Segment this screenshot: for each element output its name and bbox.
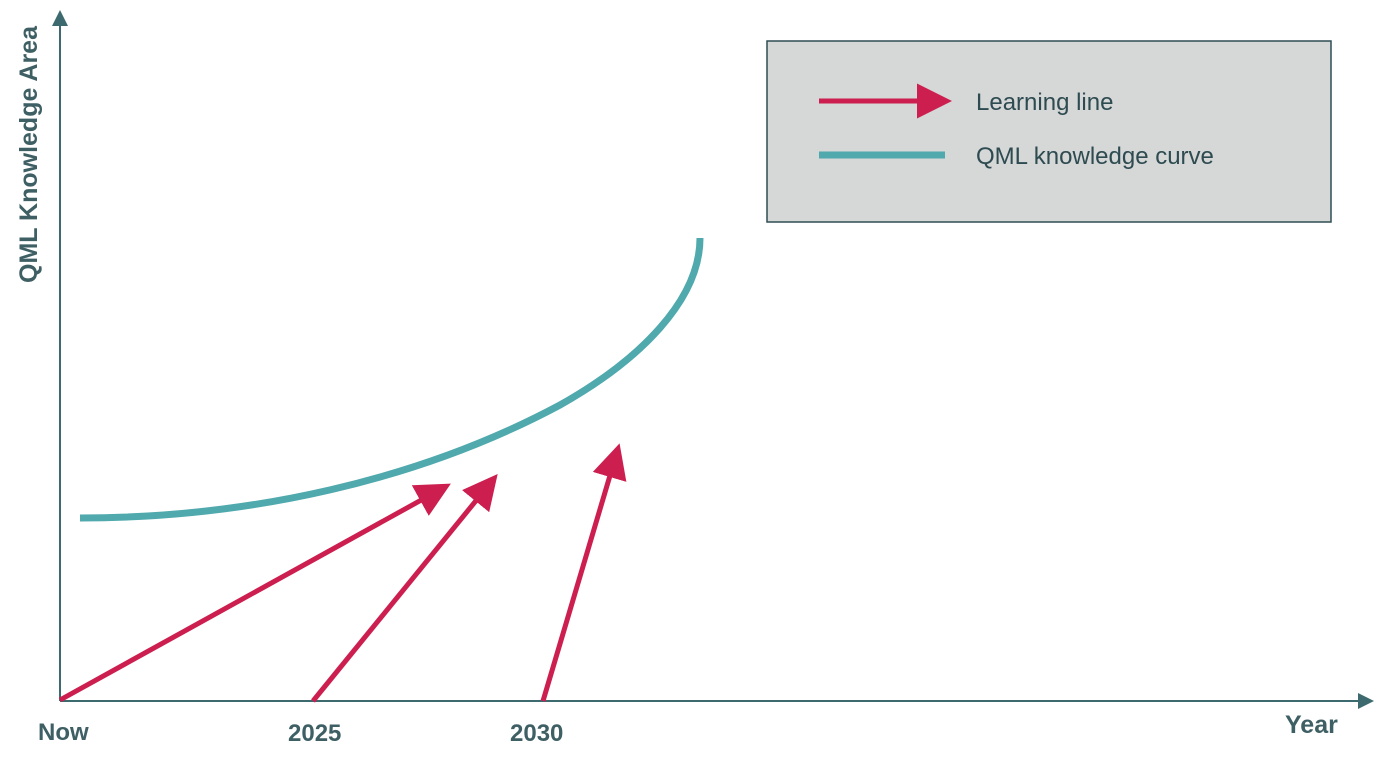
x-axis-title: Year bbox=[1285, 711, 1338, 739]
x-tick-now: Now bbox=[38, 719, 89, 746]
legend-box bbox=[766, 40, 1332, 223]
learning-line-now bbox=[58, 483, 451, 703]
legend-knowledge-curve-label: QML knowledge curve bbox=[976, 143, 1214, 170]
learning-lines bbox=[58, 443, 627, 703]
x-tick-2030: 2030 bbox=[510, 720, 563, 747]
legend: Learning line QML knowledge curve bbox=[766, 40, 1332, 223]
learning-line-2025 bbox=[311, 474, 498, 703]
axes bbox=[52, 10, 1374, 709]
y-axis-title: QML Knowledge Area bbox=[15, 25, 43, 283]
qml-knowledge-curve bbox=[79, 237, 704, 522]
learning-line-2030 bbox=[540, 443, 627, 702]
x-tick-2025: 2025 bbox=[288, 720, 341, 747]
legend-learning-line-label: Learning line bbox=[976, 89, 1113, 116]
